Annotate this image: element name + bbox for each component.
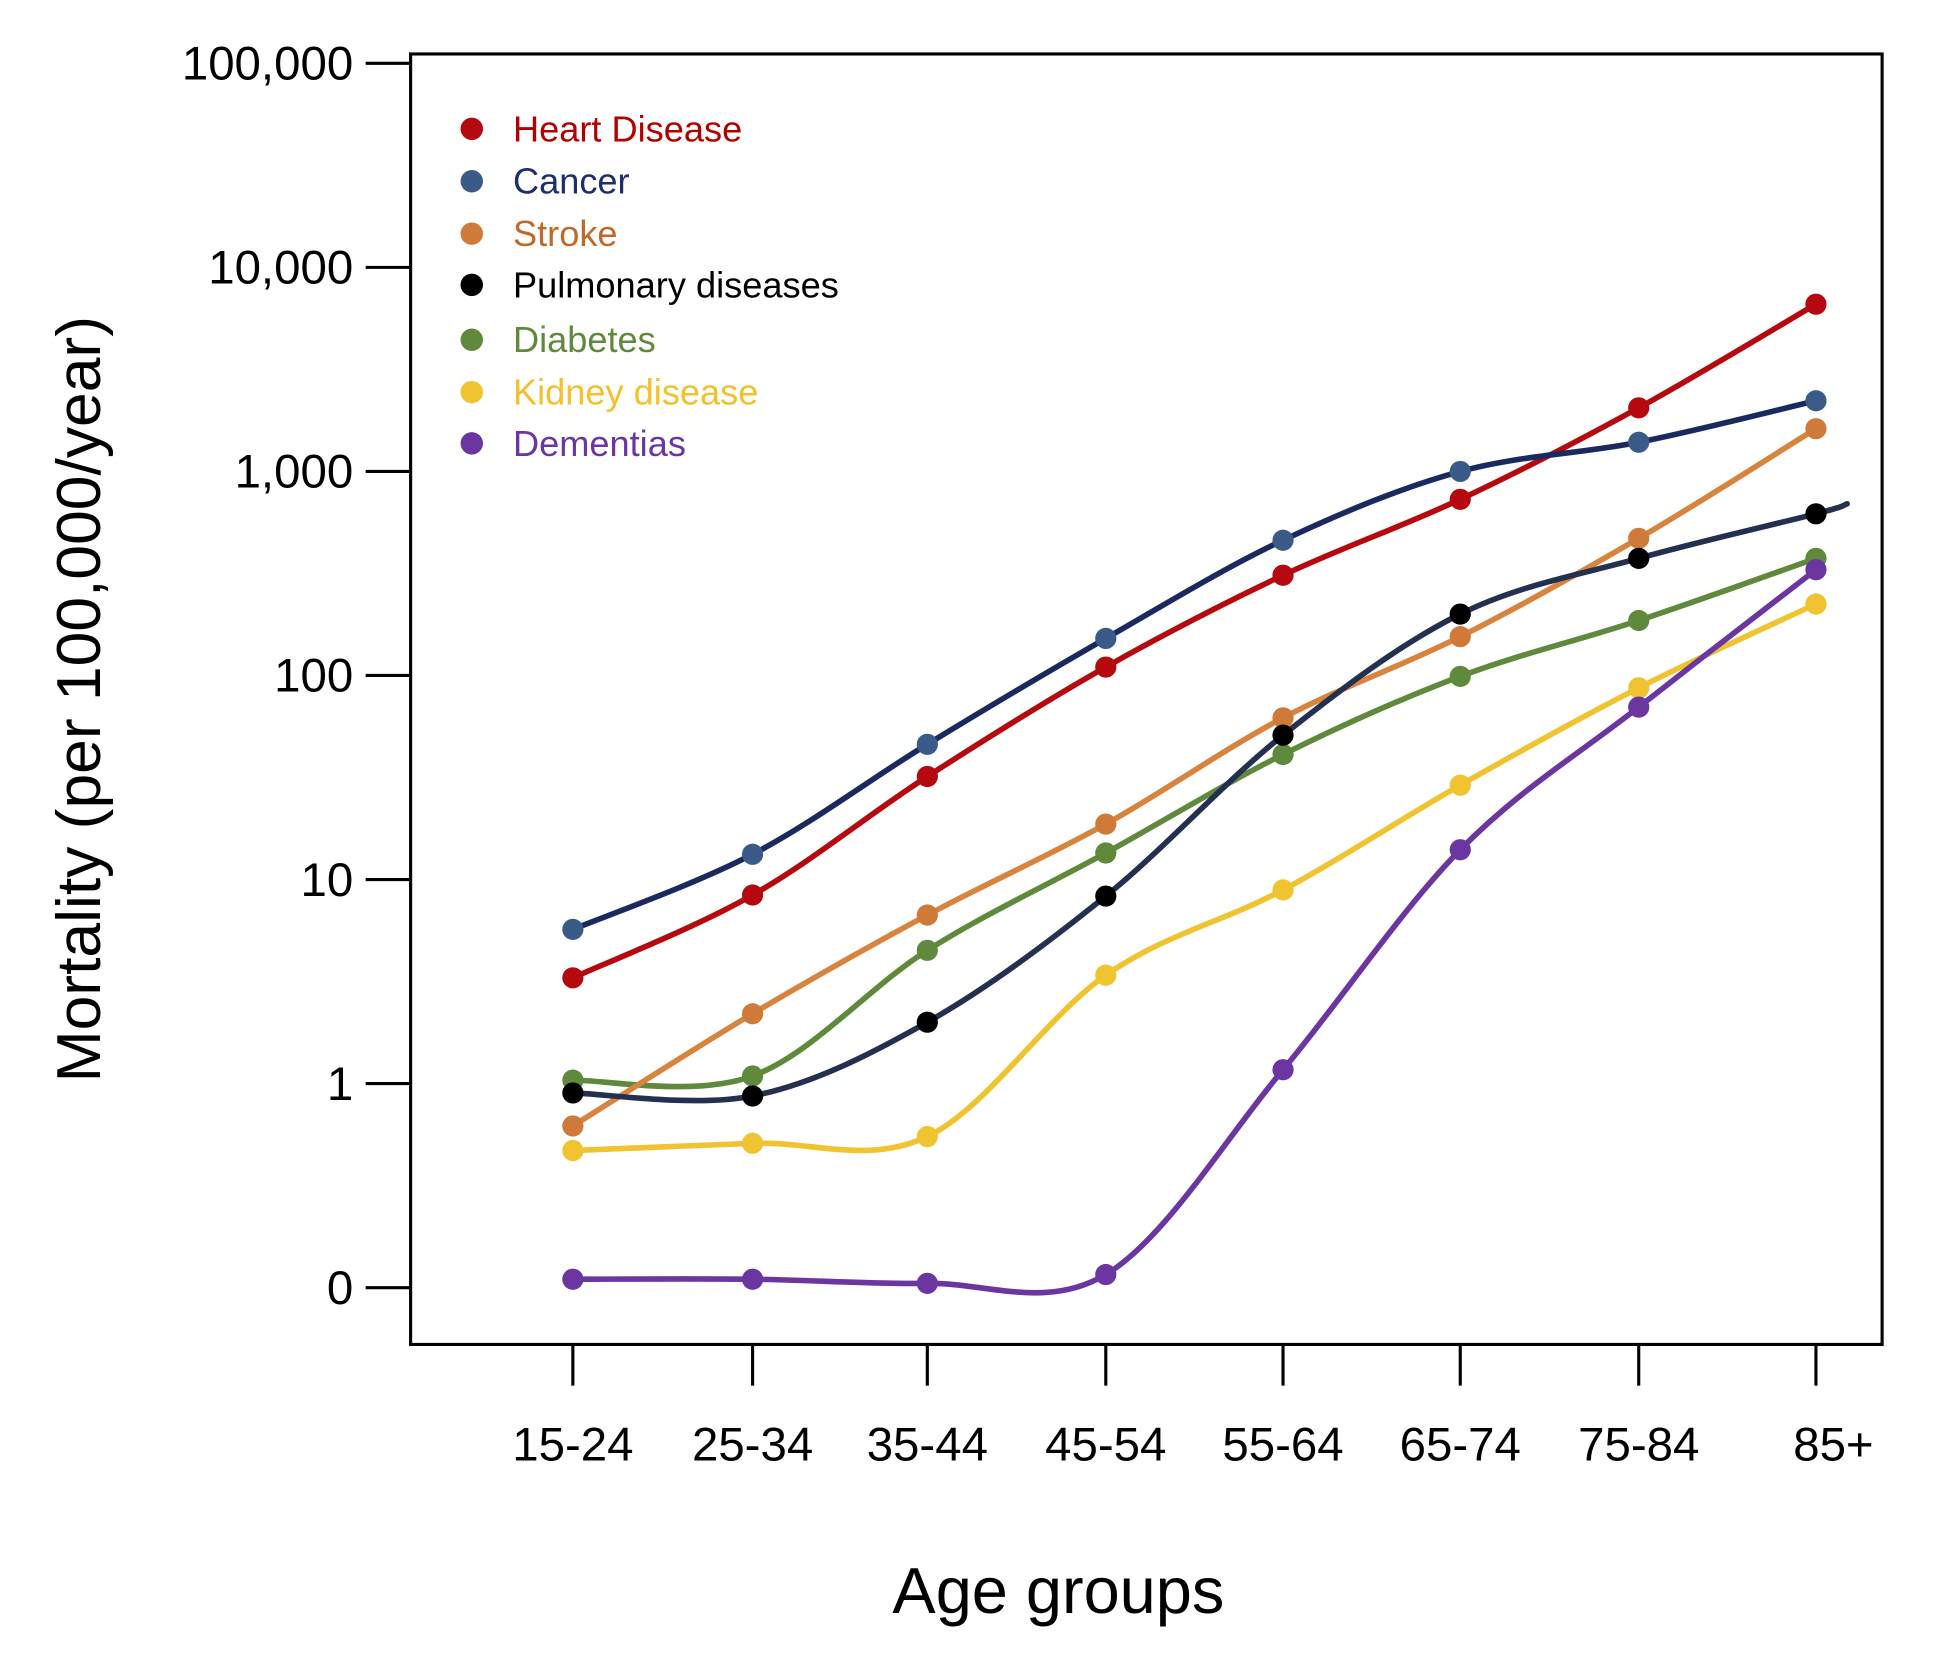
data-point-kidney-disease [1628,677,1650,699]
data-point-kidney-disease [1095,964,1117,986]
data-point-heart-disease [562,967,584,989]
data-point-cancer [1095,627,1117,649]
data-point-heart-disease [1628,397,1650,419]
y-tick-label: 10 [300,854,353,907]
data-point-stroke [1272,707,1294,729]
data-point-diabetes [1449,665,1471,687]
y-tick-label: 0 [327,1262,353,1315]
data-point-stroke [1449,626,1471,648]
x-tick-label: 85+ [1793,1419,1873,1472]
data-point-dementias [1095,1263,1117,1286]
data-point-pulmonary-diseases [1095,885,1117,907]
series-line-pulmonary-diseases [570,501,1850,1104]
data-point-heart-disease [1272,564,1294,586]
data-point-kidney-disease [562,1139,584,1162]
data-point-pulmonary-diseases [1272,724,1294,746]
legend-label-stroke: Stroke [513,213,618,254]
data-point-heart-disease [1449,488,1471,510]
data-point-dementias [1272,1059,1294,1081]
legend-label-kidney-disease: Kidney disease [513,372,758,413]
legend-marker-pulmonary-diseases [460,273,484,297]
data-point-stroke [916,904,938,926]
data-point-heart-disease [1095,656,1117,678]
data-point-stroke [562,1115,584,1137]
y-tick-label: 100 [274,650,353,703]
data-point-dementias [1805,559,1827,581]
legend-label-dementias: Dementias [513,423,686,464]
y-axis-label: Mortality (per 100,000/year) [45,316,114,1082]
y-tick-label: 1,000 [235,446,354,499]
series-line-kidney-disease [570,601,1819,1154]
plot-frame [409,52,1884,1347]
data-point-cancer [1628,431,1650,453]
legend-label-pulmonary-diseases: Pulmonary diseases [513,264,839,305]
legend-marker-diabetes [460,328,484,351]
series-line-stroke [570,425,1819,1129]
data-point-pulmonary-diseases [741,1085,764,1107]
x-tick-label: 75-84 [1578,1419,1699,1472]
legend-label-cancer: Cancer [513,161,630,202]
legend-label-heart-disease: Heart Disease [513,108,742,149]
data-point-kidney-disease [916,1125,938,1148]
data-point-cancer [1805,390,1827,412]
x-tick-label: 55-64 [1222,1419,1343,1472]
data-point-heart-disease [741,884,764,906]
x-tick-label: 25-34 [692,1419,813,1472]
data-point-stroke [741,1003,764,1025]
data-point-stroke [1805,418,1827,440]
data-point-dementias [1449,839,1471,861]
data-point-kidney-disease [1805,593,1827,615]
data-point-cancer [1272,529,1294,551]
data-point-diabetes [1272,743,1294,766]
x-tick-label: 45-54 [1045,1419,1166,1472]
data-point-pulmonary-diseases [916,1011,938,1033]
legend-marker-heart-disease [460,117,484,141]
series-line-heart-disease [570,301,1819,981]
data-point-cancer [741,843,764,865]
data-point-pulmonary-diseases [1628,547,1650,569]
data-point-stroke [1628,527,1650,549]
data-point-pulmonary-diseases [562,1082,584,1104]
data-point-diabetes [1628,609,1650,632]
data-point-dementias [916,1272,938,1294]
legend-marker-stroke [460,222,484,245]
series-line-cancer [570,397,1819,933]
data-point-pulmonary-diseases [1805,503,1827,525]
x-axis: 15-24 25-34 35-44 45-54 55-64 65-74 75-84 85+ [512,1344,1874,1472]
data-point-kidney-disease [1449,774,1471,796]
x-axis-label: Age groups [892,1554,1224,1627]
data-point-cancer [916,733,938,755]
data-point-heart-disease [1805,293,1827,315]
data-point-diabetes [1095,842,1117,864]
data-point-heart-disease [916,765,938,788]
data-point-kidney-disease [1272,879,1294,901]
data-point-stroke [1095,813,1117,835]
data-point-dementias [1628,696,1650,718]
y-tick-label: 10,000 [208,242,353,295]
data-point-dementias [562,1268,584,1290]
data-point-cancer [562,918,584,940]
data-point-pulmonary-diseases [1449,603,1471,625]
data-point-diabetes [916,939,938,961]
legend-marker-cancer [460,170,484,193]
y-tick-label: 1 [327,1058,353,1111]
series-line-dementias [570,566,1819,1296]
data-point-kidney-disease [741,1132,764,1154]
series-line-diabetes [570,555,1819,1090]
x-tick-label: 15-24 [512,1419,633,1472]
legend: Heart Disease Cancer Stroke Pulmonary disea… [460,108,839,464]
x-tick-label: 65-74 [1400,1419,1521,1472]
data-point-diabetes [741,1065,764,1087]
legend-marker-dementias [460,432,484,455]
data-point-dementias [741,1268,764,1290]
data-point-cancer [1449,460,1471,483]
legend-label-diabetes: Diabetes [513,319,656,360]
y-tick-label: 100,000 [182,38,353,91]
x-tick-label: 35-44 [867,1419,988,1472]
series-lines [562,293,1850,1296]
legend-marker-kidney-disease [460,380,484,404]
